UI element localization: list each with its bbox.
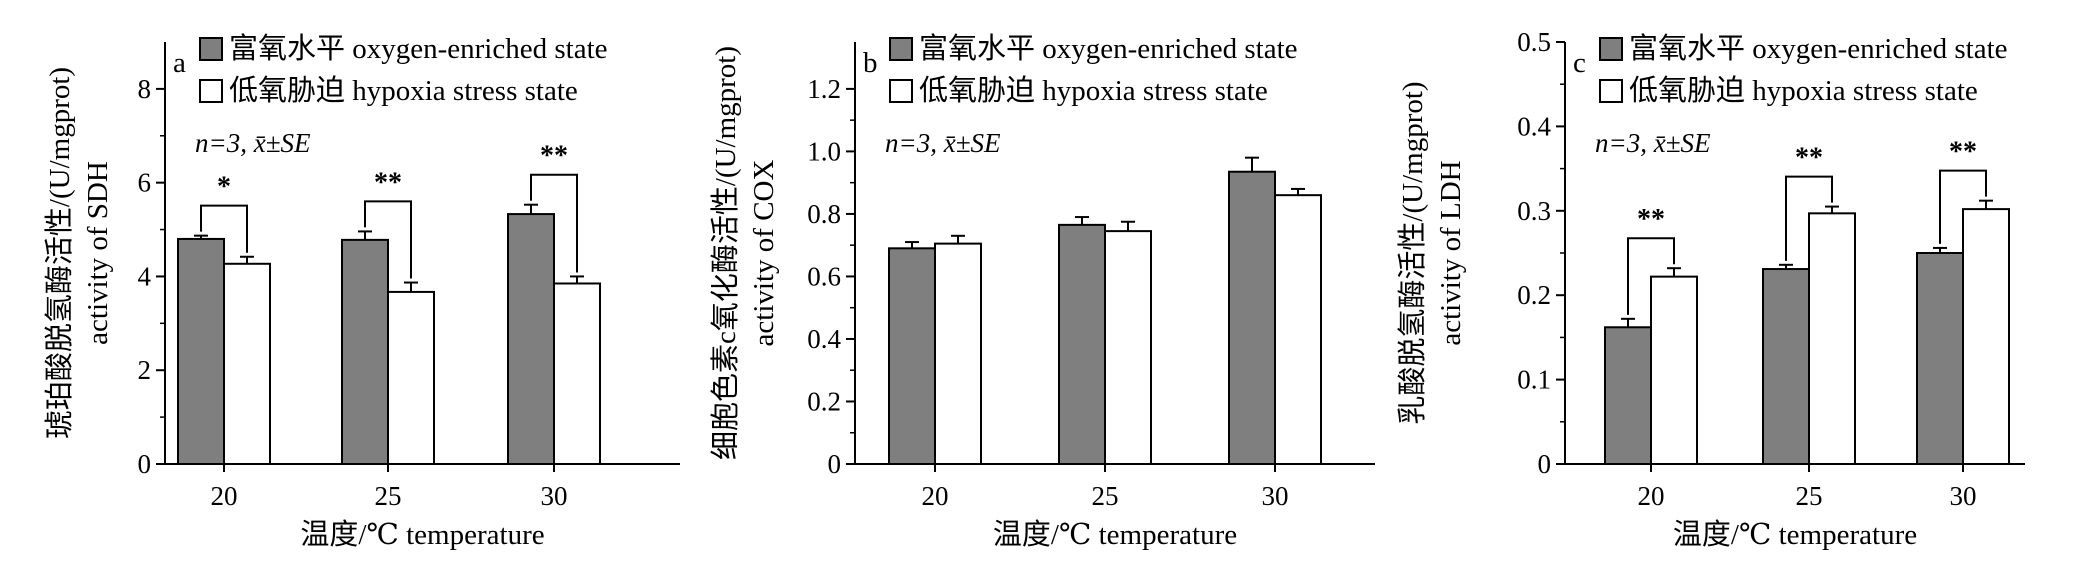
x-tick-label: 20 <box>211 481 238 511</box>
y-tick-label: 0.1 <box>1517 365 1551 395</box>
y-axis-title-en: activity of SDH <box>82 161 114 345</box>
y-tick-label: 0.3 <box>1517 196 1551 226</box>
significance-label: ** <box>1637 204 1665 235</box>
y-tick-label: 0 <box>1538 449 1552 479</box>
legend-label-oxygen-enriched: 富氧水平 oxygen-enriched state <box>1629 32 2008 65</box>
y-axis-title-en: activity of COX <box>748 160 780 347</box>
legend-label-hypoxia: 低氧胁迫 hypoxia stress state <box>229 74 578 107</box>
y-tick-label: 0.4 <box>1517 111 1551 141</box>
y-axis-title-cn: 细胞色素c氧化酶活性/(U/mgprot) <box>709 46 742 460</box>
stat-annotation: n=3, x̄±SE <box>1595 128 1711 158</box>
panel-letter: a <box>173 47 186 79</box>
bar-hypoxia <box>1962 208 2010 465</box>
y-tick-label: 0.4 <box>807 324 841 354</box>
bar-oxygen-enriched <box>1762 268 1810 466</box>
x-tick-label: 25 <box>375 481 402 511</box>
x-tick-label: 25 <box>1092 481 1119 511</box>
legend-label-hypoxia: 低氧胁迫 hypoxia stress state <box>1629 74 1978 107</box>
bar-oxygen-enriched <box>341 238 389 465</box>
stat-annotation: n=3, x̄±SE <box>885 128 1001 158</box>
legend-label-oxygen-enriched: 富氧水平 oxygen-enriched state <box>919 32 1298 65</box>
x-tick-label: 30 <box>541 481 568 511</box>
panel-letter: c <box>1573 47 1586 79</box>
panel-letter: b <box>863 47 878 79</box>
y-tick-label: 0.8 <box>807 199 841 229</box>
legend-swatch-hypoxia <box>199 79 223 103</box>
bar-oxygen-enriched <box>177 237 225 465</box>
y-axis-title-en: activity of LDH <box>1435 160 1467 345</box>
significance-bracket <box>1785 175 1833 261</box>
chart-panel-c: 0 0.1 0.2 0.3 0.4 0.5 20 25 30 ** ** ** c 富氧水平 oxygen… <box>1396 27 2025 551</box>
y-tick-label: 2 <box>138 355 152 385</box>
x-tick-label: 20 <box>922 481 949 511</box>
significance-bracket <box>364 200 412 279</box>
legend-label-oxygen-enriched: 富氧水平 oxygen-enriched state <box>229 32 608 65</box>
bar-hypoxia <box>1650 275 1698 465</box>
x-tick-label: 25 <box>1796 481 1823 511</box>
significance-label: ** <box>1795 143 1823 174</box>
chart-panel-b: 0 0.2 0.4 0.6 0.8 1.0 1.2 20 25 30 b 富氧水平 oxygen-en… <box>709 32 1375 551</box>
bar-oxygen-enriched <box>1228 170 1276 465</box>
y-tick-label: 4 <box>138 261 152 291</box>
stat-annotation: n=3, x̄±SE <box>195 128 311 158</box>
x-axis-title: 温度/℃ temperature <box>1673 518 1917 551</box>
y-tick-label: 0.5 <box>1517 27 1551 57</box>
y-axis-title-cn: 琥珀酸脱氢酶活性/(U/mgprot) <box>43 67 76 439</box>
y-tick-label: 0.6 <box>807 261 841 291</box>
legend-swatch-hypoxia <box>1599 79 1623 103</box>
legend-label-hypoxia: 低氧胁迫 hypoxia stress state <box>919 74 1268 107</box>
bar-oxygen-enriched <box>1058 223 1106 465</box>
bar-hypoxia <box>223 262 271 466</box>
y-tick-label: 0 <box>138 449 152 479</box>
x-tick-label: 20 <box>1638 481 1665 511</box>
bar-hypoxia <box>1104 230 1152 465</box>
significance-label: * <box>217 172 231 203</box>
bar-hypoxia <box>553 282 601 465</box>
x-axis-title: 温度/℃ temperature <box>993 518 1237 551</box>
significance-label: ** <box>1949 137 1977 168</box>
legend-swatch-oxygen-enriched <box>1599 37 1623 61</box>
x-tick-label: 30 <box>1262 481 1289 511</box>
bar-hypoxia <box>1274 194 1322 465</box>
significance-label: ** <box>374 167 402 198</box>
significance-bracket <box>1939 169 1987 244</box>
significance-label: ** <box>540 141 568 172</box>
bar-oxygen-enriched <box>507 213 555 465</box>
bar-hypoxia <box>387 290 435 466</box>
bar-oxygen-enriched <box>888 247 936 465</box>
x-tick-label: 30 <box>1950 481 1977 511</box>
bar-hypoxia <box>934 242 982 465</box>
y-tick-label: 6 <box>138 168 152 198</box>
y-tick-label: 0 <box>828 449 842 479</box>
y-tick-label: 0.2 <box>1517 280 1551 310</box>
y-tick-label: 8 <box>138 74 152 104</box>
bar-oxygen-enriched <box>1604 326 1652 465</box>
y-tick-label: 1.0 <box>807 136 841 166</box>
legend-swatch-oxygen-enriched <box>889 37 913 61</box>
significance-bracket <box>200 204 248 253</box>
y-tick-label: 1.2 <box>807 74 841 104</box>
x-axis-title: 温度/℃ temperature <box>300 518 544 551</box>
bar-hypoxia <box>1808 212 1856 465</box>
significance-bracket <box>530 173 578 273</box>
significance-bracket <box>1627 237 1675 315</box>
legend-swatch-oxygen-enriched <box>199 37 223 61</box>
bar-oxygen-enriched <box>1916 252 1964 465</box>
legend-swatch-hypoxia <box>889 79 913 103</box>
y-axis-title-cn: 乳酸脱氢酶活性/(U/mgprot) <box>1396 81 1429 424</box>
y-tick-label: 0.2 <box>807 386 841 416</box>
